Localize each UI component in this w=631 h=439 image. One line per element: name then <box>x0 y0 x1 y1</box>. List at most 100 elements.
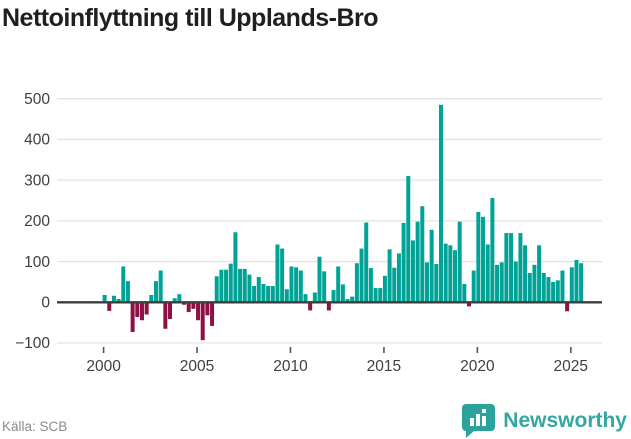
bar-2018-Q4 <box>453 250 457 303</box>
bar-2005-Q3 <box>205 302 210 316</box>
bar-2016-Q2 <box>406 176 411 303</box>
bar-2016-Q1 <box>401 222 406 303</box>
bar-2011-Q4 <box>322 271 327 303</box>
logo-bar-1 <box>470 418 475 426</box>
bar-2013-Q1 <box>345 299 350 303</box>
bar-2023-Q3 <box>541 272 546 303</box>
bar-2006-Q1 <box>214 276 219 303</box>
bar-2010-Q4 <box>303 294 308 303</box>
bar-2022-Q4 <box>527 272 532 303</box>
bar-2019-Q2 <box>462 283 467 303</box>
bar-2020-Q3 <box>485 244 490 303</box>
bar-2013-Q2 <box>350 296 355 303</box>
y-tick-label-−100: −100 <box>15 335 50 352</box>
bar-2004-Q3 <box>186 302 191 313</box>
bar-2007-Q4 <box>247 274 252 303</box>
bar-2012-Q2 <box>331 290 336 303</box>
chart-title: Nettoinflyttning till Upplands-Bro <box>2 4 379 32</box>
bar-2009-Q1 <box>270 286 275 303</box>
bar-2015-Q3 <box>392 267 397 303</box>
bar-2007-Q1 <box>233 232 238 303</box>
newsworthy-brand[interactable]: Newsworthy <box>462 403 627 439</box>
bar-2016-Q4 <box>415 221 420 303</box>
bar-2018-Q3 <box>448 245 453 303</box>
x-tick-label-2020: 2020 <box>460 358 495 375</box>
bar-2013-Q3 <box>354 263 359 303</box>
bar-2005-Q4 <box>210 302 215 326</box>
bar-2010-Q2 <box>294 267 299 303</box>
bar-2015-Q4 <box>396 253 401 303</box>
bar-2014-Q4 <box>378 288 383 303</box>
bar-2021-Q3 <box>504 233 509 303</box>
logo-dot <box>482 409 487 413</box>
bar-2003-Q4 <box>172 298 177 303</box>
bar-2019-Q4 <box>471 270 476 303</box>
bar-2006-Q3 <box>224 269 229 303</box>
logo-bar-2 <box>476 414 481 426</box>
bar-2010-Q1 <box>289 266 294 303</box>
bar-2017-Q4 <box>434 264 439 303</box>
bar-2004-Q4 <box>191 302 196 309</box>
bar-2020-Q1 <box>476 211 481 303</box>
bar-2021-Q4 <box>509 233 514 303</box>
bar-2024-Q3 <box>560 270 565 303</box>
bar-2023-Q2 <box>537 245 542 303</box>
bar-2015-Q1 <box>382 275 387 303</box>
bar-2000-Q3 <box>111 295 116 303</box>
bar-2012-Q1 <box>326 302 331 311</box>
bar-2004-Q1 <box>177 294 182 303</box>
bar-2011-Q1 <box>308 302 313 311</box>
bar-2005-Q2 <box>200 302 205 341</box>
bar-2001-Q1 <box>121 266 126 303</box>
bar-2022-Q3 <box>523 245 528 303</box>
bar-2024-Q1 <box>551 281 556 303</box>
bar-2017-Q1 <box>420 206 425 303</box>
bar-2020-Q4 <box>490 198 495 303</box>
bar-2014-Q3 <box>373 288 378 303</box>
bar-2003-Q1 <box>158 270 163 303</box>
bar-2019-Q1 <box>457 221 462 303</box>
net-migration-bar-chart: 500 400 300 200 100 0 −100 2000 2005 2010 2015 2020… <box>15 91 602 375</box>
bar-2008-Q2 <box>256 277 261 303</box>
bar-2025-Q2 <box>574 259 579 303</box>
source-label: Källa: SCB <box>2 419 68 434</box>
bar-2025-Q1 <box>569 267 574 303</box>
bar-2021-Q1 <box>495 264 500 303</box>
bar-2008-Q3 <box>261 283 266 303</box>
bar-2001-Q2 <box>125 281 130 303</box>
bar-2008-Q1 <box>252 286 257 303</box>
y-tick-label-100: 100 <box>24 254 50 271</box>
bar-2020-Q2 <box>481 216 486 303</box>
y-tick-label-200: 200 <box>24 213 50 230</box>
bar-2001-Q4 <box>135 302 140 317</box>
bar-2015-Q2 <box>387 249 392 303</box>
bar-2003-Q2 <box>163 302 168 329</box>
bar-2004-Q2 <box>182 302 187 305</box>
brand-name: Newsworthy <box>503 409 627 432</box>
x-tick-label-2005: 2005 <box>180 358 214 375</box>
bar-2001-Q3 <box>130 302 135 333</box>
bar-2023-Q1 <box>532 264 537 303</box>
bar-2010-Q3 <box>298 270 303 303</box>
bar-2002-Q2 <box>144 302 149 315</box>
bar-2022-Q1 <box>513 261 518 303</box>
bar-2006-Q2 <box>219 269 224 303</box>
bar-2011-Q3 <box>317 256 322 303</box>
bar-2021-Q2 <box>499 262 504 303</box>
newsworthy-logo-icon <box>462 404 496 438</box>
x-tick-label-2010: 2010 <box>273 358 308 375</box>
bar-2009-Q2 <box>275 244 280 303</box>
y-tick-label-400: 400 <box>24 132 50 149</box>
bar-2014-Q1 <box>364 222 369 303</box>
bar-2002-Q3 <box>149 294 154 303</box>
bar-2022-Q2 <box>518 233 523 303</box>
bar-2024-Q2 <box>555 280 560 303</box>
bar-2017-Q3 <box>429 229 434 303</box>
bar-2000-Q4 <box>116 299 121 303</box>
bar-2014-Q2 <box>368 268 373 303</box>
bar-2024-Q4 <box>565 302 570 312</box>
bar-2003-Q3 <box>168 302 173 319</box>
bar-2009-Q3 <box>280 248 285 303</box>
y-tick-label-500: 500 <box>24 91 50 108</box>
